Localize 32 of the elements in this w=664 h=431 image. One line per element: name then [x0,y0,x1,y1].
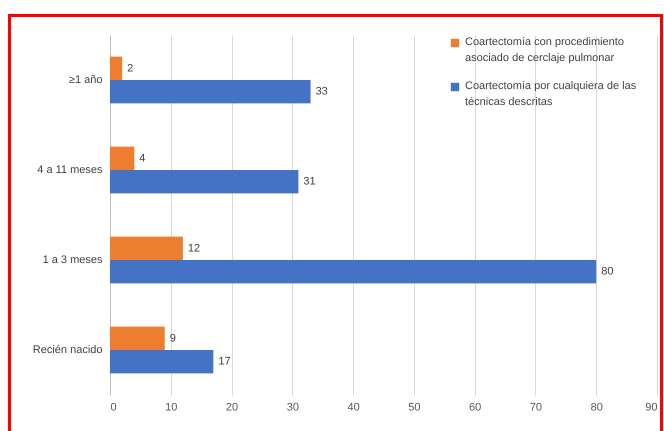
x-tick-label: 20 [226,402,238,414]
data-label: 31 [303,176,316,188]
bar [110,326,165,350]
x-tick-label: 50 [408,402,421,414]
y-tick-label: 1 a 3 meses [42,254,103,266]
x-tick-label: 60 [469,402,482,414]
x-tick-label: 70 [530,402,542,414]
data-label: 2 [127,62,134,74]
y-tick-label: ≥1 año [68,74,102,86]
bar [110,350,214,374]
bar [110,260,596,284]
bar [110,236,183,260]
bar [110,56,122,80]
bar [110,170,298,194]
legend-label: Coartectomía con procedimiento asociado de cerclaje pulmonar [465,36,624,64]
x-tick-label: 30 [286,402,299,414]
x-tick-label: 0 [110,402,117,414]
bar [110,146,134,170]
data-label: 9 [170,332,176,344]
x-tick-label: 40 [347,402,360,414]
y-tick-label: Recién nacido [32,344,102,356]
data-label: 12 [188,242,200,254]
x-tick-label: 90 [645,402,658,414]
data-label: 4 [139,152,146,164]
x-tick-label: 80 [590,402,603,414]
x-tick-label: 10 [165,402,178,414]
y-tick-label: 4 a 11 meses [37,164,103,176]
data-label: 33 [316,86,328,98]
bar [110,80,311,104]
data-label: 17 [218,356,231,368]
data-label: 80 [601,266,614,278]
legend-label: Coartectomía por cualquiera de las técnicas descritas [465,80,637,108]
